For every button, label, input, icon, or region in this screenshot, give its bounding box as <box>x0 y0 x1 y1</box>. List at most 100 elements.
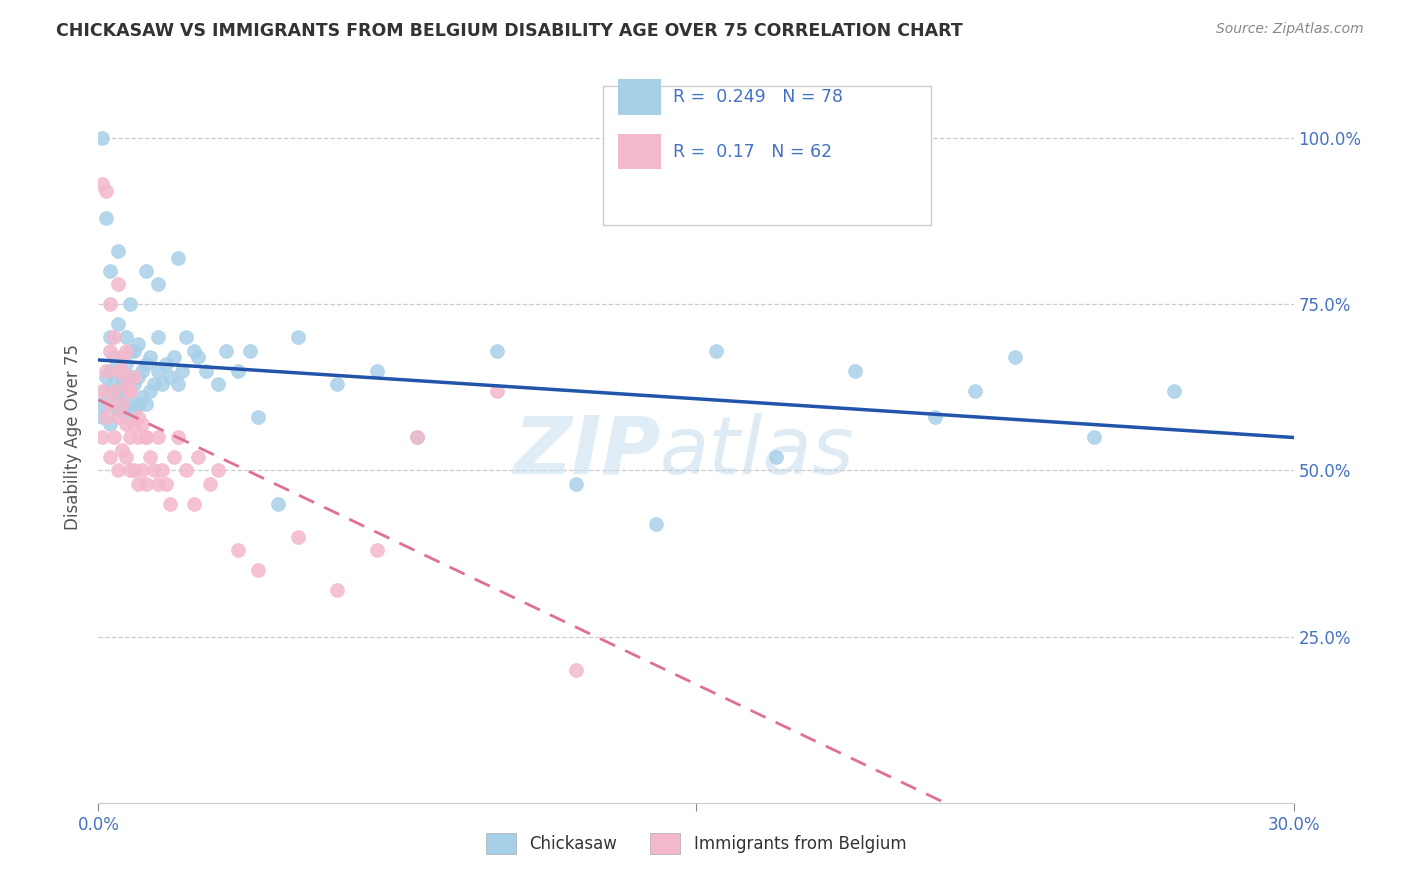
Point <box>963 384 986 398</box>
Point <box>135 430 157 444</box>
Point <box>155 476 177 491</box>
Point <box>96 211 118 225</box>
Point <box>96 184 118 198</box>
Point <box>107 363 129 377</box>
Point <box>135 397 157 411</box>
Point <box>115 384 138 398</box>
Point <box>111 397 134 411</box>
Point <box>127 410 149 425</box>
Point <box>143 463 166 477</box>
Point <box>107 317 129 331</box>
Point <box>107 463 129 477</box>
Point <box>326 376 349 391</box>
FancyBboxPatch shape <box>603 86 931 225</box>
Point <box>96 370 118 384</box>
Point <box>226 543 249 558</box>
Point <box>565 476 588 491</box>
Point <box>565 663 588 677</box>
Point <box>124 463 146 477</box>
Point <box>1083 430 1105 444</box>
Point <box>127 476 149 491</box>
Point <box>115 376 138 391</box>
Point <box>107 410 129 425</box>
Point <box>485 343 508 358</box>
Point <box>111 376 134 391</box>
Point <box>103 397 125 411</box>
Point <box>366 543 388 558</box>
Point <box>98 417 122 431</box>
Point <box>1163 384 1185 398</box>
Point <box>163 450 186 464</box>
Point <box>143 376 166 391</box>
Point <box>96 384 118 398</box>
Point <box>167 251 190 265</box>
Point <box>107 244 129 258</box>
Text: atlas: atlas <box>661 413 855 491</box>
Point <box>207 376 229 391</box>
Point <box>96 410 118 425</box>
Point <box>115 330 138 344</box>
Point <box>124 343 146 358</box>
Point <box>406 430 429 444</box>
Point <box>167 376 190 391</box>
Point <box>111 351 134 365</box>
Point <box>135 357 157 371</box>
Text: R =  0.249   N = 78: R = 0.249 N = 78 <box>673 88 844 106</box>
Point <box>159 370 181 384</box>
Point <box>111 351 134 365</box>
Point <box>924 410 946 425</box>
Point <box>174 463 197 477</box>
Point <box>187 351 209 365</box>
Point <box>207 463 229 477</box>
Point <box>215 343 238 358</box>
Point <box>246 563 269 577</box>
Point <box>111 363 134 377</box>
Point <box>326 582 349 597</box>
Point <box>111 397 134 411</box>
Point <box>115 343 138 358</box>
Point <box>183 497 205 511</box>
Point <box>98 264 122 278</box>
Point <box>131 463 153 477</box>
Point <box>91 397 114 411</box>
Point <box>226 363 249 377</box>
Point <box>198 476 221 491</box>
Point <box>163 351 186 365</box>
Point <box>120 397 142 411</box>
Point <box>107 363 129 377</box>
Point <box>127 430 149 444</box>
Point <box>115 410 138 425</box>
Point <box>139 384 162 398</box>
Legend: Chickasaw, Immigrants from Belgium: Chickasaw, Immigrants from Belgium <box>479 827 912 860</box>
Point <box>107 390 129 404</box>
Point <box>645 516 668 531</box>
Point <box>103 351 125 365</box>
Point <box>120 297 142 311</box>
Point <box>135 476 157 491</box>
Point <box>485 384 508 398</box>
Point <box>135 264 157 278</box>
Point <box>98 397 122 411</box>
Point <box>127 397 149 411</box>
Point <box>704 343 727 358</box>
Point <box>239 343 262 358</box>
Point <box>103 376 125 391</box>
Point <box>844 363 866 377</box>
FancyBboxPatch shape <box>619 135 661 169</box>
Point <box>148 476 170 491</box>
Point <box>111 443 134 458</box>
Point <box>98 450 122 464</box>
Point <box>131 363 153 377</box>
Point <box>406 430 429 444</box>
Point <box>107 403 129 417</box>
Point <box>765 450 787 464</box>
Point <box>96 363 118 377</box>
Point <box>98 343 122 358</box>
Point <box>172 363 194 377</box>
Point <box>148 277 170 292</box>
Point <box>103 430 125 444</box>
Point <box>98 330 122 344</box>
FancyBboxPatch shape <box>619 79 661 114</box>
Point <box>124 417 146 431</box>
Point <box>167 430 190 444</box>
